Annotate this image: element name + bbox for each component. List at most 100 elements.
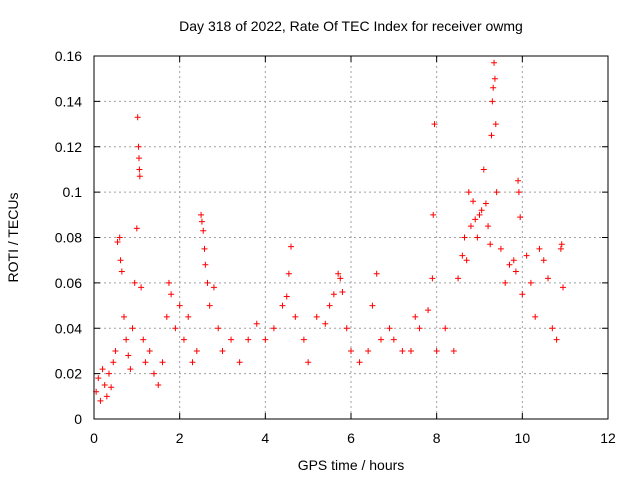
data-point bbox=[377, 336, 384, 343]
data-point bbox=[467, 223, 474, 230]
data-point bbox=[95, 375, 102, 382]
data-point bbox=[476, 211, 483, 218]
data-point bbox=[138, 284, 145, 291]
data-point bbox=[431, 121, 438, 128]
data-point bbox=[270, 325, 277, 332]
data-point bbox=[129, 325, 136, 332]
data-point bbox=[112, 347, 119, 354]
data-point bbox=[103, 393, 110, 400]
data-point bbox=[515, 189, 522, 196]
data-point bbox=[285, 270, 292, 277]
data-point bbox=[236, 359, 243, 366]
data-point bbox=[134, 114, 141, 121]
data-point bbox=[105, 370, 112, 377]
data-point bbox=[348, 347, 354, 354]
data-point bbox=[491, 59, 498, 66]
data-point bbox=[127, 366, 134, 373]
data-points bbox=[93, 59, 567, 404]
data-point bbox=[470, 198, 477, 205]
data-point bbox=[140, 336, 147, 343]
data-point bbox=[485, 223, 492, 230]
data-point bbox=[202, 261, 209, 268]
data-point bbox=[412, 313, 419, 320]
data-point bbox=[245, 336, 252, 343]
data-point bbox=[198, 218, 205, 225]
data-point bbox=[180, 336, 187, 343]
y-tick-label: 0.06 bbox=[55, 275, 82, 291]
data-point bbox=[386, 325, 393, 332]
data-point bbox=[159, 359, 166, 366]
data-point bbox=[515, 177, 522, 184]
data-point bbox=[163, 313, 170, 320]
data-point bbox=[549, 325, 556, 332]
data-point bbox=[463, 257, 470, 264]
data-point bbox=[288, 243, 295, 250]
data-point bbox=[116, 234, 123, 241]
data-point bbox=[558, 241, 565, 248]
x-tick-label: 8 bbox=[433, 430, 441, 446]
data-point bbox=[490, 84, 497, 91]
data-point bbox=[512, 268, 519, 275]
data-point bbox=[99, 366, 106, 373]
data-point bbox=[117, 257, 124, 264]
data-point bbox=[305, 359, 312, 366]
data-point bbox=[472, 216, 479, 223]
data-point bbox=[219, 347, 226, 354]
data-point bbox=[540, 257, 547, 264]
y-tick-label: 0.08 bbox=[55, 230, 82, 246]
data-point bbox=[365, 347, 372, 354]
y-tick-label: 0.16 bbox=[55, 48, 82, 64]
data-point bbox=[480, 166, 487, 173]
y-tick-label: 0.12 bbox=[55, 139, 82, 155]
data-point bbox=[390, 336, 397, 343]
data-point bbox=[206, 302, 213, 309]
data-point bbox=[326, 302, 333, 309]
data-point bbox=[416, 325, 423, 332]
data-point bbox=[339, 288, 346, 295]
data-point bbox=[553, 336, 560, 343]
data-point bbox=[523, 252, 530, 259]
data-point bbox=[125, 352, 132, 359]
data-point bbox=[425, 307, 432, 314]
data-point bbox=[461, 234, 468, 241]
data-point bbox=[493, 189, 500, 196]
y-tick-label: 0 bbox=[74, 411, 82, 427]
data-point bbox=[506, 261, 513, 268]
data-point bbox=[142, 359, 149, 366]
data-point bbox=[459, 252, 466, 259]
data-point bbox=[123, 336, 130, 343]
data-point bbox=[133, 225, 140, 232]
data-point bbox=[189, 359, 196, 366]
x-axis-label: GPS time / hours bbox=[298, 457, 405, 473]
data-point bbox=[200, 227, 207, 234]
data-point bbox=[322, 320, 329, 327]
x-tick-label: 4 bbox=[261, 430, 269, 446]
data-point bbox=[487, 241, 494, 248]
data-point bbox=[97, 397, 104, 404]
chart-title: Day 318 of 2022, Rate Of TEC Index for r… bbox=[179, 18, 523, 34]
data-point bbox=[300, 336, 307, 343]
x-tick-label: 10 bbox=[515, 430, 531, 446]
data-point bbox=[198, 211, 205, 218]
data-point bbox=[204, 279, 211, 286]
data-point bbox=[110, 359, 117, 366]
x-tick-label: 2 bbox=[176, 430, 184, 446]
y-tick-label: 0.14 bbox=[55, 93, 82, 109]
data-point bbox=[108, 384, 115, 391]
data-point bbox=[492, 121, 499, 128]
data-point bbox=[172, 325, 179, 332]
data-point bbox=[478, 207, 485, 214]
data-point bbox=[337, 275, 344, 282]
data-point bbox=[502, 279, 509, 286]
data-point bbox=[369, 302, 376, 309]
data-point bbox=[135, 155, 142, 162]
data-point bbox=[215, 325, 222, 332]
data-point bbox=[356, 359, 363, 366]
data-point bbox=[136, 173, 143, 180]
data-point bbox=[146, 347, 153, 354]
data-point bbox=[545, 275, 552, 282]
data-point bbox=[519, 291, 526, 298]
data-point bbox=[313, 313, 320, 320]
x-tick-label: 12 bbox=[600, 430, 616, 446]
